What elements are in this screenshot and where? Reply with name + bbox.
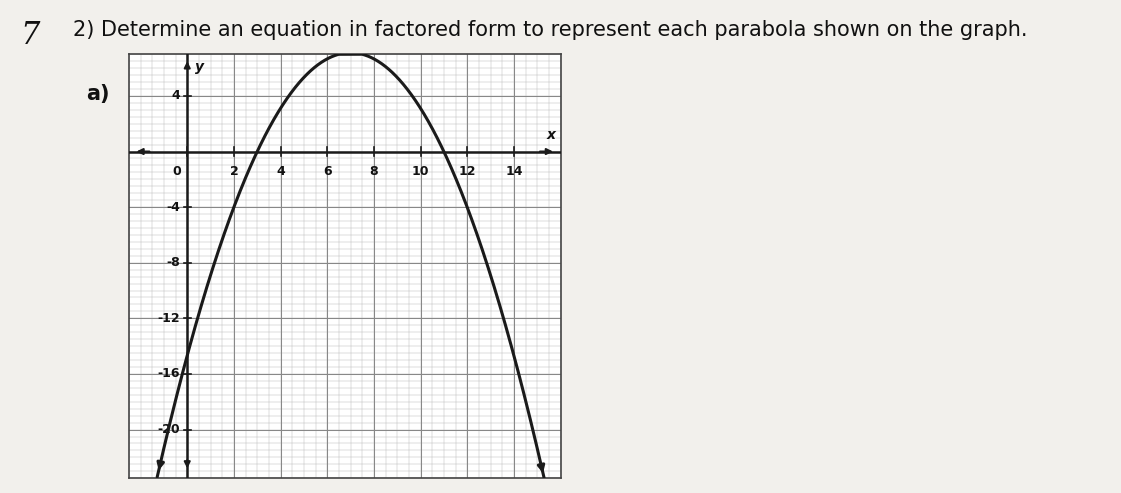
Text: 4: 4 (276, 166, 285, 178)
Text: -8: -8 (167, 256, 180, 269)
Text: 10: 10 (411, 166, 429, 178)
Text: 7: 7 (20, 20, 39, 51)
Text: -12: -12 (158, 312, 180, 325)
Text: 0: 0 (173, 166, 182, 178)
Text: -20: -20 (158, 423, 180, 436)
Text: 4: 4 (172, 89, 180, 103)
Text: -4: -4 (166, 201, 180, 213)
Text: 12: 12 (458, 166, 476, 178)
Text: a): a) (86, 84, 110, 104)
Text: x: x (547, 128, 556, 142)
Text: 2) Determine an equation in factored form to represent each parabola shown on th: 2) Determine an equation in factored for… (73, 20, 1027, 40)
Text: -16: -16 (158, 367, 180, 381)
Text: 14: 14 (506, 166, 522, 178)
Text: 8: 8 (370, 166, 378, 178)
Text: y: y (195, 60, 204, 74)
Text: 6: 6 (323, 166, 332, 178)
Text: 2: 2 (230, 166, 239, 178)
